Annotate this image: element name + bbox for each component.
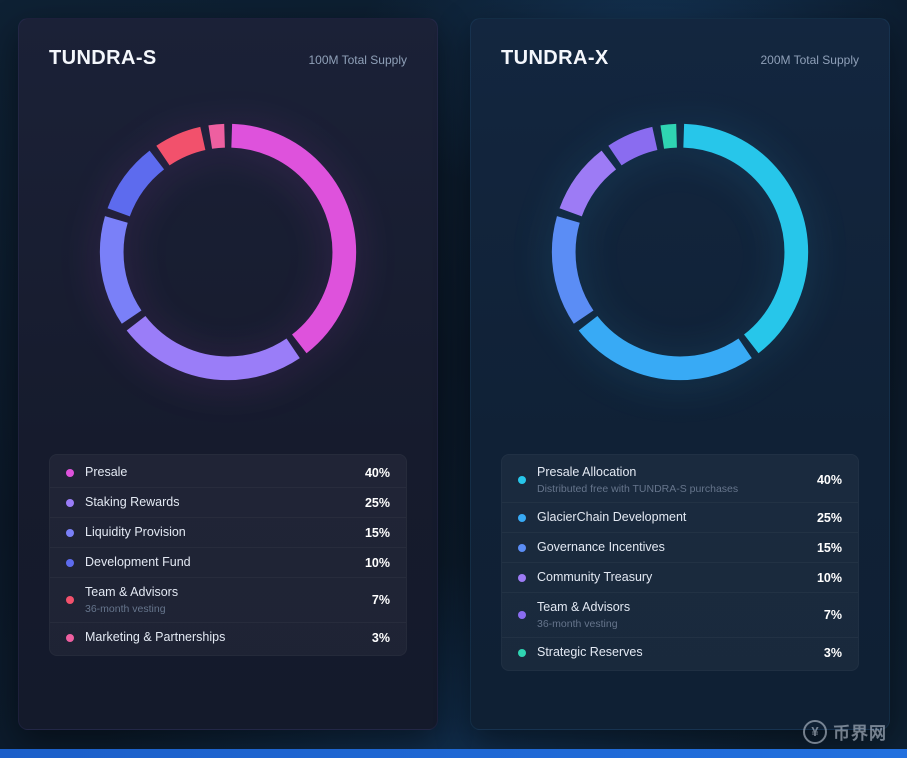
- legend-label: Team & Advisors: [537, 600, 631, 614]
- donut-segment: [99, 123, 357, 381]
- legend-color-dot: [66, 558, 74, 567]
- legend-label: Staking Rewards: [85, 495, 180, 509]
- legend-row: Team & Advisors 36-month vesting 7%: [50, 577, 406, 622]
- watermark-text: 币界网: [833, 724, 887, 743]
- legend-color-dot: [518, 543, 526, 552]
- legend-percentage: 10%: [816, 570, 842, 585]
- tundra-s-header: TUNDRA-S 100M Total Supply: [49, 47, 407, 70]
- legend-percentage: 3%: [371, 630, 390, 645]
- tundra-x-donut-chart: [540, 112, 820, 392]
- legend-note: 36-month vesting: [537, 618, 618, 630]
- legend-row: Team & Advisors 36-month vesting 7%: [502, 592, 858, 637]
- card-container: TUNDRA-S 100M Total Supply Presale 40%: [18, 18, 890, 730]
- legend-color-dot: [518, 513, 526, 522]
- legend-color-dot: [66, 498, 74, 507]
- legend-percentage: 7%: [371, 593, 390, 607]
- watermark-coin-icon: ¥: [803, 719, 827, 744]
- legend-label: GlacierChain Development: [537, 510, 687, 524]
- legend-row: Presale Allocation Distributed free with…: [502, 458, 858, 502]
- legend-percentage: 40%: [816, 473, 842, 487]
- tundra-s-allocation-legend: Presale 40% Staking Rewards 25%: [49, 454, 407, 656]
- legend-percentage: 25%: [816, 510, 842, 525]
- legend-percentage: 25%: [364, 495, 390, 510]
- legend-label: Governance Incentives: [537, 540, 665, 554]
- legend-row: Strategic Reserves 3%: [502, 637, 858, 667]
- donut-segment: [551, 123, 809, 381]
- legend-color-dot: [518, 611, 526, 619]
- legend-color-dot: [518, 476, 526, 484]
- legend-percentage: 15%: [364, 525, 390, 540]
- donut-segment: [99, 123, 357, 381]
- donut-chart-svg: [99, 123, 357, 381]
- legend-color-dot: [518, 573, 526, 582]
- donut-segment: [551, 123, 809, 381]
- tundra-x-card: TUNDRA-X 200M Total Supply Presale Alloc…: [470, 18, 890, 730]
- legend-percentage: 3%: [823, 645, 842, 660]
- card-title: TUNDRA-S: [49, 47, 157, 69]
- total-supply-label: 100M Total Supply: [308, 53, 407, 67]
- legend-label: Presale: [85, 465, 128, 479]
- bottom-accent-bar: [0, 749, 907, 758]
- legend-label: Presale Allocation: [537, 465, 637, 479]
- legend-row: Presale 40%: [50, 458, 406, 487]
- donut-segment: [551, 123, 809, 381]
- legend-label: Liquidity Provision: [85, 525, 186, 539]
- legend-row: Marketing & Partnerships 3%: [50, 622, 406, 652]
- legend-percentage: 7%: [823, 608, 842, 622]
- legend-row: Development Fund 10%: [50, 547, 406, 577]
- legend-color-dot: [66, 528, 74, 537]
- legend-label: Team & Advisors: [85, 585, 179, 599]
- legend-row: GlacierChain Development 25%: [502, 502, 858, 532]
- donut-chart-svg: [551, 123, 809, 381]
- watermark: ¥ 币界网: [803, 719, 887, 744]
- legend-label: Development Fund: [85, 555, 191, 569]
- tundra-s-card: TUNDRA-S 100M Total Supply Presale 40%: [18, 18, 438, 730]
- legend-row: Community Treasury 10%: [502, 562, 858, 592]
- donut-segment: [99, 123, 357, 381]
- legend-label: Community Treasury: [537, 570, 653, 584]
- legend-row: Staking Rewards 25%: [50, 487, 406, 517]
- legend-percentage: 40%: [364, 465, 390, 480]
- card-title: TUNDRA-X: [501, 47, 609, 69]
- tundra-x-header: TUNDRA-X 200M Total Supply: [501, 47, 859, 70]
- legend-color-dot: [66, 633, 74, 642]
- total-supply-label: 200M Total Supply: [760, 53, 859, 67]
- legend-color-dot: [66, 596, 74, 604]
- legend-color-dot: [66, 468, 74, 477]
- legend-note: 36-month vesting: [85, 603, 166, 615]
- legend-label: Strategic Reserves: [537, 645, 643, 659]
- legend-note: Distributed free with TUNDRA-S purchases: [537, 483, 739, 495]
- legend-label: Marketing & Partnerships: [85, 630, 226, 644]
- legend-row: Liquidity Provision 15%: [50, 517, 406, 547]
- legend-row: Governance Incentives 15%: [502, 532, 858, 562]
- tundra-x-allocation-legend: Presale Allocation Distributed free with…: [501, 454, 859, 671]
- tundra-s-donut-chart: [88, 112, 368, 392]
- legend-percentage: 10%: [364, 555, 390, 570]
- legend-percentage: 15%: [816, 540, 842, 555]
- legend-color-dot: [518, 648, 526, 657]
